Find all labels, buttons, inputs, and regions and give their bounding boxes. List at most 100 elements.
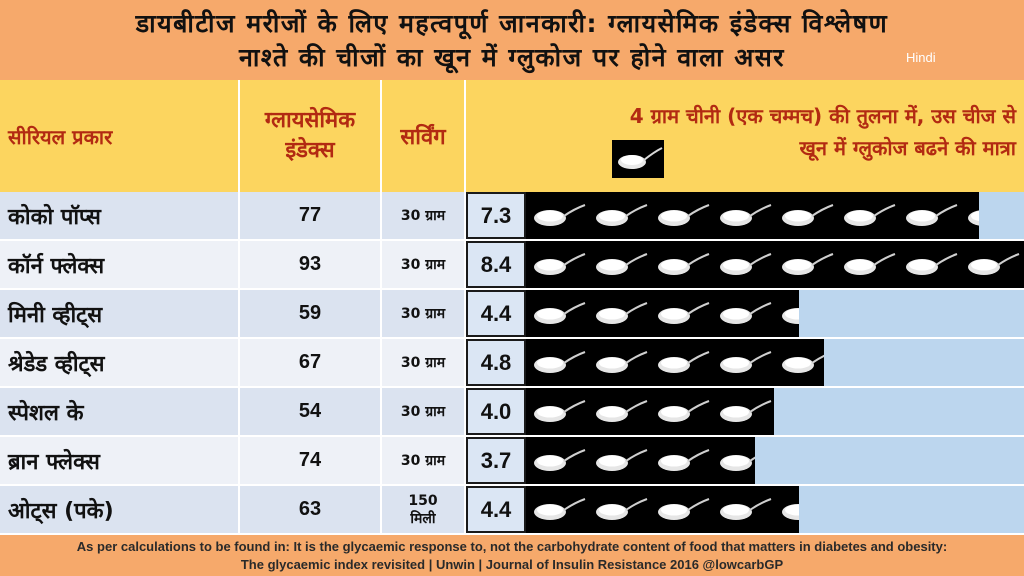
table-row: कॉर्न फ्लेक्स 93 30 ग्राम 8.4: [0, 241, 1024, 290]
sugar-teaspoon-icon: [590, 494, 648, 524]
glycemic-index-value: 74: [240, 437, 382, 484]
sugar-teaspoon-icon: [776, 347, 824, 377]
sugar-teaspoon-icon: [838, 249, 896, 279]
sugar-teaspoon-icon: [590, 347, 648, 377]
sugar-teaspoon-icon: [590, 445, 648, 475]
sugar-teaspoon-icon: [528, 494, 586, 524]
header-glycemic-index: ग्लायसेमिक इंडेक्स: [240, 80, 382, 192]
sugar-teaspoon-icon: [652, 347, 710, 377]
teaspoon-bar-track: [526, 241, 1024, 288]
sugar-teaspoon-icon: [528, 396, 586, 426]
cereal-name: कोको पॉप्स: [0, 192, 240, 239]
sugar-teaspoon-icon: [528, 347, 586, 377]
sugar-teaspoon-icon: [776, 249, 834, 279]
table-row: ब्रान फ्लेक्स 74 30 ग्राम 3.7: [0, 437, 1024, 486]
glycemic-index-value: 59: [240, 290, 382, 337]
teaspoon-bar: [526, 486, 799, 533]
serving-size: 30 ग्राम: [382, 388, 466, 435]
sugar-teaspoon-icon: [776, 200, 834, 230]
header-desc-line1: 4 ग्राम चीनी (एक चम्मच) की तुलना में, उस…: [629, 104, 1016, 128]
title-band: डायबीटीज मरीजों के लिए महत्वपूर्ण जानकार…: [0, 0, 1024, 80]
teaspoon-value-label: 4.8: [466, 339, 526, 386]
teaspoon-value-label: 7.3: [466, 192, 526, 239]
glycemic-index-value: 54: [240, 388, 382, 435]
sugar-teaspoon-icon: [714, 396, 772, 426]
sugar-teaspoon-icon: [714, 200, 772, 230]
teaspoon-bar: [526, 339, 824, 386]
cereal-name: ओट्स (पके): [0, 486, 240, 533]
sugar-teaspoon-icon: [590, 200, 648, 230]
teaspoon-value-label: 8.4: [466, 241, 526, 288]
sugar-teaspoon-icon: [714, 494, 772, 524]
sugar-teaspoon-icon: [652, 445, 710, 475]
serving-size: 30 ग्राम: [382, 339, 466, 386]
table-row: श्रेडेड व्हीट्स 67 30 ग्राम 4.8: [0, 339, 1024, 388]
sugar-teaspoon-icon: [714, 249, 772, 279]
header-gi-line1: ग्लायसेमिक: [264, 108, 356, 133]
citation-line2: The glycaemic index revisited | Unwin | …: [240, 557, 784, 572]
citation-footer: As per calculations to be found in: It i…: [0, 536, 1024, 576]
header-cereal-type: सीरियल प्रकार: [0, 80, 240, 192]
sugar-teaspoon-icon: [528, 200, 586, 230]
cereal-name: ब्रान फ्लेक्स: [0, 437, 240, 484]
glycemic-index-value: 93: [240, 241, 382, 288]
sugar-teaspoon-icon: [900, 200, 958, 230]
sugar-teaspoon-icon: [590, 249, 648, 279]
cereal-name: श्रेडेड व्हीट्स: [0, 339, 240, 386]
sugar-teaspoon-icon: [612, 140, 664, 178]
serving-size: 30 ग्राम: [382, 290, 466, 337]
sugar-teaspoon-icon: [838, 200, 896, 230]
sugar-teaspoon-icon: [714, 298, 772, 328]
glycemic-index-value: 63: [240, 486, 382, 533]
sugar-teaspoon-icon: [776, 298, 799, 328]
sugar-teaspoon-icon: [652, 298, 710, 328]
sugar-teaspoon-icon: [776, 494, 799, 524]
teaspoon-bar-track: [526, 290, 1024, 337]
serving-size: 30 ग्राम: [382, 192, 466, 239]
language-tag: Hindi: [906, 50, 936, 65]
teaspoon-bar: [526, 290, 799, 337]
citation-line1: As per calculations to be found in: It i…: [76, 539, 948, 554]
cereal-name: कॉर्न फ्लेक्स: [0, 241, 240, 288]
cereal-name: मिनी व्हीट्स: [0, 290, 240, 337]
header-desc-line2: खून में ग्लुकोज बढने की मात्रा: [799, 136, 1016, 160]
page-subtitle: नाश्ते की चीजों का खून में ग्लुकोज पर हो…: [238, 43, 786, 72]
teaspoon-bar: [526, 241, 1024, 288]
sugar-teaspoon-icon: [590, 298, 648, 328]
sugar-teaspoon-icon: [528, 445, 586, 475]
teaspoon-bar: [526, 192, 979, 239]
teaspoon-bar-track: [526, 339, 1024, 386]
sugar-teaspoon-icon: [652, 200, 710, 230]
teaspoon-bar-track: [526, 437, 1024, 484]
sugar-teaspoon-icon: [590, 396, 648, 426]
sugar-teaspoon-icon: [652, 396, 710, 426]
header-serving: सर्विंग: [382, 80, 466, 192]
teaspoon-value-label: 3.7: [466, 437, 526, 484]
glycemic-index-value: 67: [240, 339, 382, 386]
teaspoon-bar: [526, 437, 756, 484]
glycemic-index-value: 77: [240, 192, 382, 239]
header-sugar-equivalent: 4 ग्राम चीनी (एक चम्मच) की तुलना में, उस…: [466, 80, 1024, 192]
page-title: डायबीटीज मरीजों के लिए महत्वपूर्ण जानकार…: [135, 9, 889, 38]
sugar-teaspoon-icon: [528, 298, 586, 328]
table-row: कोको पॉप्स 77 30 ग्राम 7.3: [0, 192, 1024, 241]
serving-size: 30 ग्राम: [382, 437, 466, 484]
teaspoon-bar-track: [526, 192, 1024, 239]
table-row: मिनी व्हीट्स 59 30 ग्राम 4.4: [0, 290, 1024, 339]
teaspoon-bar: [526, 388, 774, 435]
table-header: सीरियल प्रकार ग्लायसेमिक इंडेक्स सर्विंग…: [0, 80, 1024, 192]
table-row: स्पेशल के 54 30 ग्राम 4.0: [0, 388, 1024, 437]
teaspoon-bar-track: [526, 388, 1024, 435]
serving-size: 30 ग्राम: [382, 241, 466, 288]
serving-size: 150 मिली: [382, 486, 466, 533]
sugar-teaspoon-icon: [900, 249, 958, 279]
sugar-teaspoon-icon: [962, 200, 979, 230]
sugar-teaspoon-icon: [714, 445, 756, 475]
teaspoon-value-label: 4.0: [466, 388, 526, 435]
cereal-name: स्पेशल के: [0, 388, 240, 435]
sugar-teaspoon-icon: [528, 249, 586, 279]
sugar-teaspoon-icon: [652, 249, 710, 279]
table-row: ओट्स (पके) 63 150 मिली 4.4: [0, 486, 1024, 535]
header-gi-line2: इंडेक्स: [285, 138, 335, 163]
teaspoon-bar-track: [526, 486, 1024, 533]
